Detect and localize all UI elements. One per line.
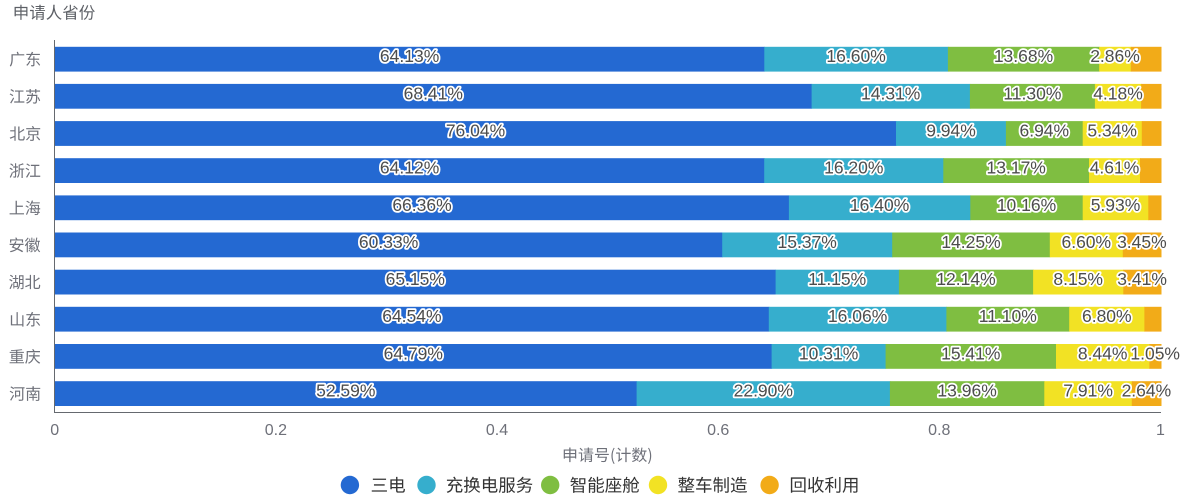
svg-text:22.90%: 22.90% <box>734 381 793 401</box>
svg-text:68.41%: 68.41% <box>404 83 463 103</box>
svg-text:15.37%: 15.37% <box>778 232 837 252</box>
svg-text:64.79%: 64.79% <box>384 343 443 363</box>
svg-text:0.4: 0.4 <box>486 422 508 439</box>
svg-text:14.31%: 14.31% <box>861 83 920 103</box>
svg-text:5.93%: 5.93% <box>1091 195 1141 215</box>
svg-text:9.94%: 9.94% <box>926 121 976 141</box>
svg-text:4.61%: 4.61% <box>1090 158 1140 178</box>
svg-text:16.40%: 16.40% <box>850 195 909 215</box>
svg-text:11.10%: 11.10% <box>979 306 1037 326</box>
svg-text:3.45%: 3.45% <box>1117 232 1167 252</box>
svg-text:6.94%: 6.94% <box>1019 121 1069 141</box>
svg-text:4.18%: 4.18% <box>1093 83 1143 103</box>
svg-text:13.17%: 13.17% <box>987 158 1046 178</box>
svg-text:16.60%: 16.60% <box>826 46 885 66</box>
svg-text:11.15%: 11.15% <box>808 269 866 289</box>
svg-text:10.31%: 10.31% <box>799 343 858 363</box>
svg-text:0.6: 0.6 <box>707 422 729 439</box>
svg-text:10.16%: 10.16% <box>997 195 1056 215</box>
svg-text:0.2: 0.2 <box>265 422 287 439</box>
svg-text:12.14%: 12.14% <box>936 269 995 289</box>
svg-text:8.44%: 8.44% <box>1078 343 1128 363</box>
svg-text:13.96%: 13.96% <box>937 381 996 401</box>
svg-text:64.13%: 64.13% <box>380 46 439 66</box>
svg-text:16.06%: 16.06% <box>828 306 887 326</box>
svg-text:13.68%: 13.68% <box>994 46 1053 66</box>
svg-text:64.12%: 64.12% <box>380 158 439 178</box>
svg-text:64.54%: 64.54% <box>382 306 441 326</box>
svg-text:66.36%: 66.36% <box>392 195 451 215</box>
svg-text:60.33%: 60.33% <box>359 232 418 252</box>
svg-text:5.34%: 5.34% <box>1087 121 1137 141</box>
svg-text:16.20%: 16.20% <box>824 158 883 178</box>
svg-text:7.91%: 7.91% <box>1063 381 1113 401</box>
svg-text:1.05%: 1.05% <box>1130 343 1180 363</box>
svg-text:52.59%: 52.59% <box>316 381 375 401</box>
svg-text:2.86%: 2.86% <box>1090 46 1140 66</box>
svg-text:14.25%: 14.25% <box>941 232 1000 252</box>
svg-text:3.41%: 3.41% <box>1117 269 1167 289</box>
svg-text:0: 0 <box>50 422 59 439</box>
svg-text:1: 1 <box>1156 422 1165 439</box>
svg-text:76.04%: 76.04% <box>446 121 505 141</box>
svg-text:0.8: 0.8 <box>928 422 950 439</box>
svg-text:2.64%: 2.64% <box>1122 381 1172 401</box>
svg-text:8.15%: 8.15% <box>1053 269 1103 289</box>
svg-text:11.30%: 11.30% <box>1003 83 1061 103</box>
svg-text:6.80%: 6.80% <box>1082 306 1132 326</box>
svg-text:15.41%: 15.41% <box>941 343 1000 363</box>
svg-text:65.15%: 65.15% <box>386 269 445 289</box>
svg-text:6.60%: 6.60% <box>1061 232 1111 252</box>
